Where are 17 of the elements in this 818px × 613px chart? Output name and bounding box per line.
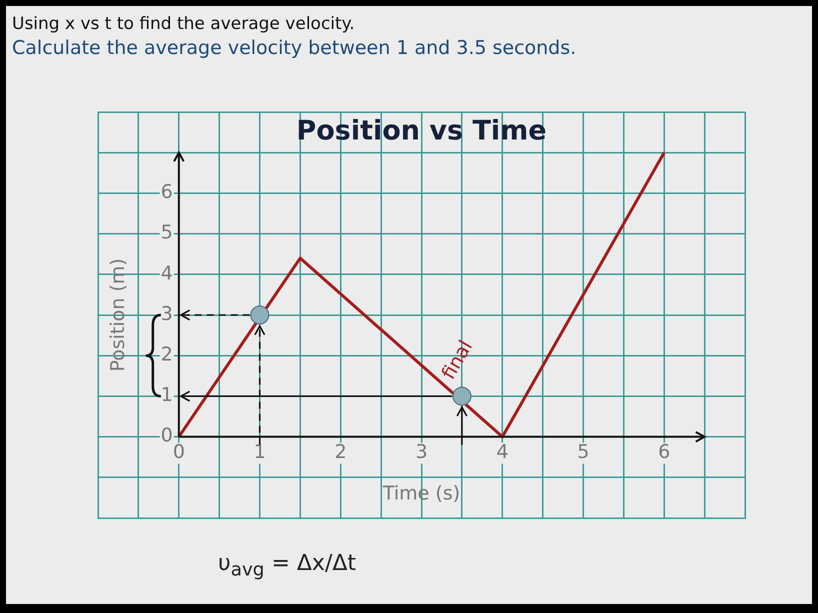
y-tick-label: 3 — [160, 302, 173, 325]
x-tick-label: 2 — [334, 441, 347, 464]
text: Using x vs t to find the average velocity. — [12, 13, 356, 36]
x-tick-label: 3 — [415, 441, 428, 464]
x-tick-label: 5 — [577, 441, 590, 464]
y-tick-label: 1 — [160, 384, 173, 406]
x-tick-label: 4 — [496, 441, 508, 464]
y-axis-title: Position (m) — [106, 258, 129, 372]
text: υ$_{avg}$ = Δx/Δt — [218, 551, 356, 580]
x-tick-label: 6 — [658, 441, 670, 464]
y-tick-label: 0 — [160, 424, 173, 447]
x-tick-label: 1 — [254, 441, 266, 464]
y-tick-label: 4 — [160, 262, 173, 284]
y-tick-label: 5 — [160, 222, 173, 244]
y-tick-label: 2 — [160, 344, 173, 366]
text: Calculate the average velocity between 1 and 3.5 seconds. — [12, 36, 576, 60]
y-tick-label: 6 — [160, 181, 173, 204]
